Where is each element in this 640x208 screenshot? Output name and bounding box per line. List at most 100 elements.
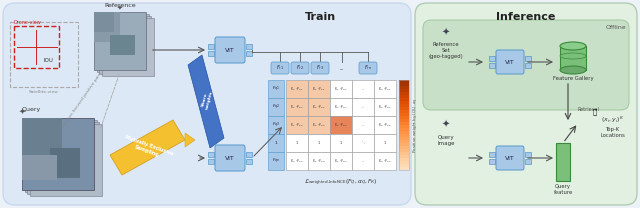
FancyBboxPatch shape — [311, 62, 329, 74]
Text: $F_{r1}\cdot F_{q3}$: $F_{r1}\cdot F_{q3}$ — [290, 121, 304, 129]
Bar — [399, 86, 409, 89]
Text: Drone-view: Drone-view — [14, 20, 42, 25]
Bar — [399, 92, 409, 95]
Text: 1: 1 — [384, 141, 386, 145]
Text: $F_{qn}$: $F_{qn}$ — [272, 157, 280, 165]
Text: $F_{rn}\cdot F_{qn}$: $F_{rn}\cdot F_{qn}$ — [378, 157, 392, 165]
Bar — [399, 89, 409, 92]
Bar — [97, 14, 148, 72]
Bar — [22, 118, 94, 190]
Bar — [399, 116, 409, 119]
Text: IOU: IOU — [43, 57, 53, 62]
Bar — [399, 83, 409, 86]
Bar — [29, 124, 102, 196]
Bar — [286, 116, 308, 134]
Bar — [22, 118, 62, 158]
Text: Offline: Offline — [605, 25, 627, 30]
FancyBboxPatch shape — [215, 145, 245, 171]
Bar — [99, 16, 151, 74]
Bar — [94, 12, 114, 32]
Bar — [352, 116, 374, 134]
Text: 1: 1 — [296, 141, 298, 145]
Bar — [399, 122, 409, 125]
Bar — [330, 116, 352, 134]
Text: $F_{r3}\cdot F_{qn}$: $F_{r3}\cdot F_{qn}$ — [334, 157, 348, 165]
Bar — [208, 44, 214, 49]
Bar — [268, 152, 284, 170]
Text: Reference
Set
(geo-tagged): Reference Set (geo-tagged) — [429, 42, 463, 59]
Text: Inference: Inference — [496, 12, 556, 22]
Bar — [94, 12, 120, 42]
Bar — [208, 51, 214, 56]
Text: ...: ... — [362, 123, 365, 127]
Text: $(x_i, y_i)^K$: $(x_i, y_i)^K$ — [602, 115, 625, 125]
Bar — [399, 137, 409, 140]
Text: $F_{r1}\cdot F_{qn}$: $F_{r1}\cdot F_{qn}$ — [290, 157, 304, 165]
Bar — [14, 26, 59, 68]
Bar — [208, 159, 214, 164]
Text: Feature Gallery: Feature Gallery — [553, 76, 593, 81]
Polygon shape — [188, 55, 224, 148]
Text: 1: 1 — [275, 141, 277, 145]
Bar — [330, 152, 352, 170]
Bar — [330, 134, 352, 152]
Text: $F_{rn}$: $F_{rn}$ — [364, 64, 372, 72]
Bar — [286, 134, 308, 152]
Text: ✦: ✦ — [117, 5, 123, 11]
Text: 1: 1 — [340, 141, 342, 145]
Bar — [399, 113, 409, 116]
Bar — [246, 152, 252, 157]
Bar — [399, 125, 409, 128]
Bar — [94, 12, 146, 70]
Bar — [268, 116, 284, 134]
Text: ...: ... — [362, 105, 365, 109]
Bar — [268, 98, 284, 116]
Text: ViT: ViT — [505, 156, 515, 161]
Bar — [489, 159, 495, 164]
Bar — [489, 63, 495, 68]
Text: $F_{r3}\cdot F_{q3}$: $F_{r3}\cdot F_{q3}$ — [334, 121, 348, 129]
Bar — [308, 98, 330, 116]
FancyBboxPatch shape — [359, 62, 377, 74]
Text: $F_{r1}$: $F_{r1}$ — [276, 64, 284, 72]
Bar — [399, 143, 409, 146]
Bar — [110, 35, 135, 55]
Text: Mutually Exclusive
Sampling: Mutually Exclusive Sampling — [122, 134, 174, 162]
Text: Query
Image: Query Image — [437, 135, 455, 146]
Text: Reference: Reference — [104, 3, 136, 8]
Bar — [560, 46, 586, 70]
Polygon shape — [185, 133, 195, 147]
Bar — [27, 122, 99, 194]
Bar — [352, 134, 374, 152]
Polygon shape — [110, 120, 185, 175]
Bar — [399, 155, 409, 158]
Bar — [399, 119, 409, 122]
Bar — [352, 98, 374, 116]
FancyBboxPatch shape — [496, 50, 524, 74]
Bar — [399, 98, 409, 101]
Bar — [286, 98, 308, 116]
Text: Query
feature: Query feature — [554, 184, 573, 195]
Text: Satellite-view: Satellite-view — [29, 90, 59, 94]
Bar — [50, 148, 80, 178]
Text: $F_{r3}\cdot F_{q2}$: $F_{r3}\cdot F_{q2}$ — [334, 104, 348, 110]
Ellipse shape — [560, 42, 586, 50]
Bar — [352, 152, 374, 170]
Text: $\mathcal{L}_{\rm weighted\text{-}InfoNCE}(F_Q, \alpha_Q, F_R)$: $\mathcal{L}_{\rm weighted\text{-}InfoNC… — [304, 178, 378, 188]
Text: Retrieval: Retrieval — [577, 107, 599, 112]
Ellipse shape — [560, 66, 586, 74]
Bar — [208, 152, 214, 157]
Bar — [399, 149, 409, 152]
Bar — [286, 152, 308, 170]
Bar — [308, 80, 330, 98]
Text: $F_{r2}\cdot F_{q3}$: $F_{r2}\cdot F_{q3}$ — [312, 121, 326, 129]
Bar — [10, 22, 78, 87]
Bar — [399, 134, 409, 137]
FancyBboxPatch shape — [291, 62, 309, 74]
Text: ViT: ViT — [505, 59, 515, 64]
FancyBboxPatch shape — [415, 3, 637, 205]
Text: ViT: ViT — [225, 47, 235, 52]
Bar — [374, 80, 396, 98]
Bar — [374, 98, 396, 116]
Text: $F_{r2}\cdot F_{q2}$: $F_{r2}\cdot F_{q2}$ — [312, 104, 326, 110]
